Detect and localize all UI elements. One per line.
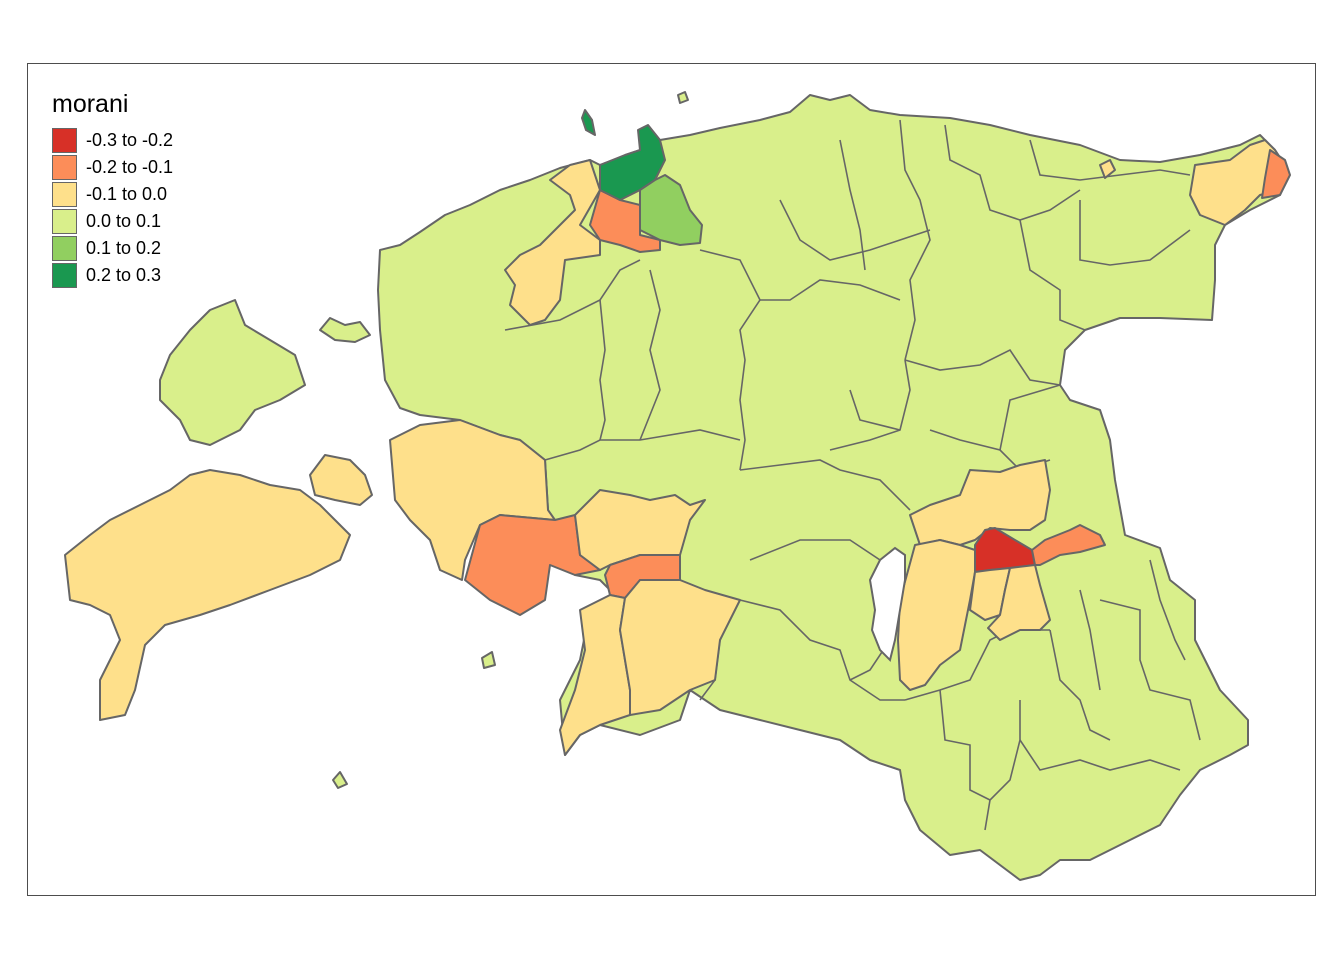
legend-swatch [52,182,77,207]
island-abruka[interactable] [481,651,496,669]
region-tallinn-east[interactable] [639,174,703,246]
legend-label: -0.3 to -0.2 [86,130,174,150]
island-hiiumaa[interactable] [159,299,306,446]
island-saaremaa[interactable] [64,469,351,721]
region-narva[interactable] [1261,149,1291,199]
region-sillamae[interactable] [1099,159,1116,179]
legend-label: -0.2 to -0.1 [86,157,174,177]
region-harju-sw[interactable] [504,159,601,326]
island-muhu[interactable] [309,454,373,506]
legend-swatch [52,155,77,180]
map-legend: morani -0.3 to -0.2 -0.2 to -0.1 -0.1 to… [52,90,173,289]
legend-label: -0.1 to 0.0 [86,184,168,204]
legend-swatch [52,236,77,261]
island-naissaar[interactable] [581,109,596,136]
region-parnu-coast[interactable] [559,594,631,756]
island-ruhnu[interactable] [332,771,348,789]
legend-swatch [52,128,77,153]
legend-label: 0.2 to 0.3 [86,265,162,285]
region-tallinn[interactable] [599,124,666,201]
legend-item: 0.2 to 0.3 [52,262,173,289]
island-aegna[interactable] [677,91,689,104]
region-kastre[interactable] [987,564,1051,641]
lake-vortsjarv [868,546,906,662]
legend-item: 0.0 to 0.1 [52,208,173,235]
region-parnu-north[interactable] [574,489,706,571]
region-parnu-south[interactable] [619,579,741,716]
region-tartu-east[interactable] [1031,524,1106,566]
legend-title: morani [52,90,129,118]
legend-item: 0.1 to 0.2 [52,235,173,262]
legend-swatch [52,209,77,234]
region-elva[interactable] [897,539,976,691]
legend-item: -0.1 to 0.0 [52,181,173,208]
region-parnu-west[interactable] [464,514,601,616]
legend-label: 0.0 to 0.1 [86,211,162,231]
legend-item: -0.3 to -0.2 [52,127,173,154]
legend-label: 0.1 to 0.2 [86,238,162,258]
island-vormsi[interactable] [319,317,371,343]
legend-swatch [52,263,77,288]
legend-item: -0.2 to -0.1 [52,154,173,181]
region-tallinn-west[interactable] [589,189,661,253]
district-borders [504,119,1201,831]
